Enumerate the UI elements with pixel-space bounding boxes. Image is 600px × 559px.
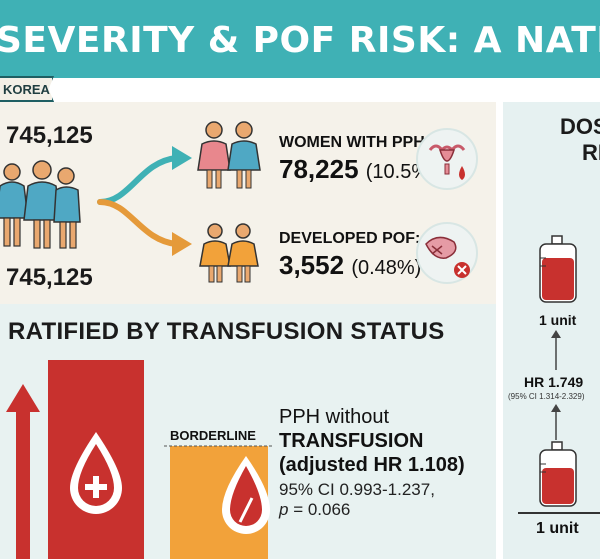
pph-count: 78,225: [279, 154, 359, 184]
cohort-bottom-count: 745,125: [6, 264, 93, 291]
uterus-icon: [428, 144, 466, 180]
dose-hr: HR 1.749: [524, 374, 584, 390]
dose-unit-top: 1 unit: [539, 312, 577, 328]
p-value-label: p = 0.066: [279, 500, 350, 520]
adjusted-hr-label: (adjusted HR 1.108): [279, 454, 465, 476]
pof-pct: (0.48%): [351, 257, 422, 279]
women-group-icon: [0, 160, 81, 249]
page-title: SEVERITY & POF RISK: A NATIONWIDE: [0, 20, 600, 61]
p-value-rest: = 0.066: [288, 500, 351, 519]
dose-title-2: RE: [582, 140, 600, 165]
dose-arrow-up: [551, 330, 561, 370]
ci-label: 95% CI 0.993-1.237,: [279, 480, 435, 499]
stratified-title: RATIFIED BY TRANSFUSION STATUS: [8, 318, 445, 345]
cohort-top-count: 745,125: [6, 122, 93, 149]
ovary-icon: [425, 236, 470, 278]
pof-count-line: 3,552 (0.48%): [279, 250, 421, 281]
blood-bag-top-icon: [539, 235, 577, 303]
dose-response-panel: [500, 102, 600, 559]
p-letter: p: [279, 500, 289, 519]
pof-count: 3,552: [279, 250, 345, 280]
pof-women-icon: [199, 223, 259, 283]
country-tag: KOREA: [0, 76, 54, 102]
transfusion-bars: [6, 360, 272, 559]
branch-arrows: [97, 146, 192, 256]
dose-unit-bottom: 1 unit: [536, 520, 579, 537]
header-banner: SEVERITY & POF RISK: A NATIONWIDE: [0, 0, 600, 78]
dose-title-1: DOS: [560, 114, 600, 139]
pph-women-icon: [197, 121, 261, 189]
pof-label: DEVELOPED POF:: [279, 230, 421, 247]
dose-arrow-up-2: [551, 404, 561, 440]
pph-label: WOMEN WITH PPH:: [279, 134, 431, 151]
dose-baseline: [518, 512, 600, 514]
dose-ci: (95% CI 1.314-2.329): [508, 392, 585, 401]
pph-without-label: PPH without: [279, 406, 390, 428]
blood-bag-bottom-icon: [539, 441, 577, 507]
borderline-label: BORDERLINE: [170, 428, 256, 443]
pph-count-line: 78,225 (10.5%): [279, 154, 436, 185]
transfusion-label: TRANSFUSION: [279, 430, 424, 452]
